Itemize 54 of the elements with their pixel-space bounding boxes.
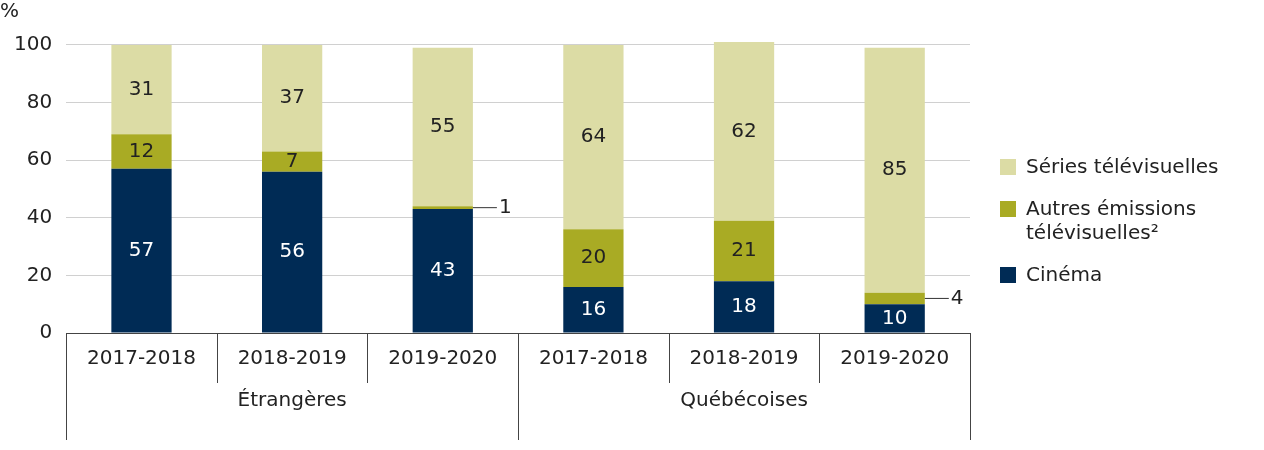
data-label: 21 bbox=[731, 237, 757, 262]
data-label: 64 bbox=[580, 123, 607, 148]
legend-label: Autres émissions télévisuelles² bbox=[1026, 196, 1198, 244]
data-label: 16 bbox=[580, 295, 607, 320]
bar bbox=[412, 206, 473, 210]
y-tick-label: 0 bbox=[39, 319, 53, 344]
data-label: 10 bbox=[881, 304, 908, 329]
bar bbox=[412, 209, 473, 333]
bar bbox=[713, 42, 775, 221]
bar bbox=[713, 281, 775, 333]
bar bbox=[864, 47, 925, 293]
bar bbox=[563, 286, 624, 333]
y-tick-label: 20 bbox=[26, 261, 53, 286]
bar bbox=[864, 292, 925, 305]
bar bbox=[713, 220, 775, 282]
data-label: 12 bbox=[128, 137, 155, 162]
x-tick-label: 2017-2018 bbox=[538, 345, 648, 370]
data-label: 62 bbox=[731, 117, 757, 142]
x-tick-label: 2018-2019 bbox=[237, 345, 347, 370]
x-tick-label: 2018-2019 bbox=[689, 345, 799, 370]
x-tick-label: 2019-2020 bbox=[840, 345, 950, 370]
data-label: 31 bbox=[128, 75, 155, 100]
bar bbox=[563, 229, 624, 287]
legend-label: Séries télévisuelles bbox=[1026, 154, 1219, 178]
data-label: 55 bbox=[430, 113, 456, 138]
data-label: 43 bbox=[430, 257, 456, 282]
y-tick-label: 60 bbox=[26, 146, 53, 171]
x-tick-label: 2017-2018 bbox=[86, 345, 196, 370]
bar bbox=[111, 134, 172, 169]
y-tick-label: 80 bbox=[26, 88, 53, 113]
y-tick-label: 40 bbox=[26, 203, 53, 228]
data-label: 56 bbox=[279, 238, 305, 263]
data-label: 85 bbox=[881, 156, 908, 181]
bar bbox=[262, 171, 323, 333]
x-tick-label: 2019-2020 bbox=[388, 345, 498, 370]
bar bbox=[111, 168, 172, 333]
data-label: 20 bbox=[580, 244, 607, 269]
bar bbox=[563, 44, 624, 230]
data-label: 37 bbox=[279, 84, 305, 109]
bar bbox=[262, 151, 323, 172]
data-label: 57 bbox=[128, 236, 155, 261]
bar bbox=[412, 47, 473, 207]
y-axis-title: % bbox=[0, 0, 20, 23]
bar bbox=[262, 44, 323, 152]
data-label: 18 bbox=[731, 293, 757, 318]
bar bbox=[111, 44, 172, 135]
data-label: 4 bbox=[950, 284, 964, 309]
text: Québécoises bbox=[680, 387, 808, 412]
bar bbox=[864, 304, 925, 333]
data-label: 1 bbox=[498, 193, 512, 218]
y-tick-label: 100 bbox=[13, 31, 53, 56]
legend-label: Cinéma bbox=[1026, 262, 1103, 286]
data-label: 7 bbox=[285, 147, 299, 172]
text: Étrangères bbox=[237, 387, 347, 412]
